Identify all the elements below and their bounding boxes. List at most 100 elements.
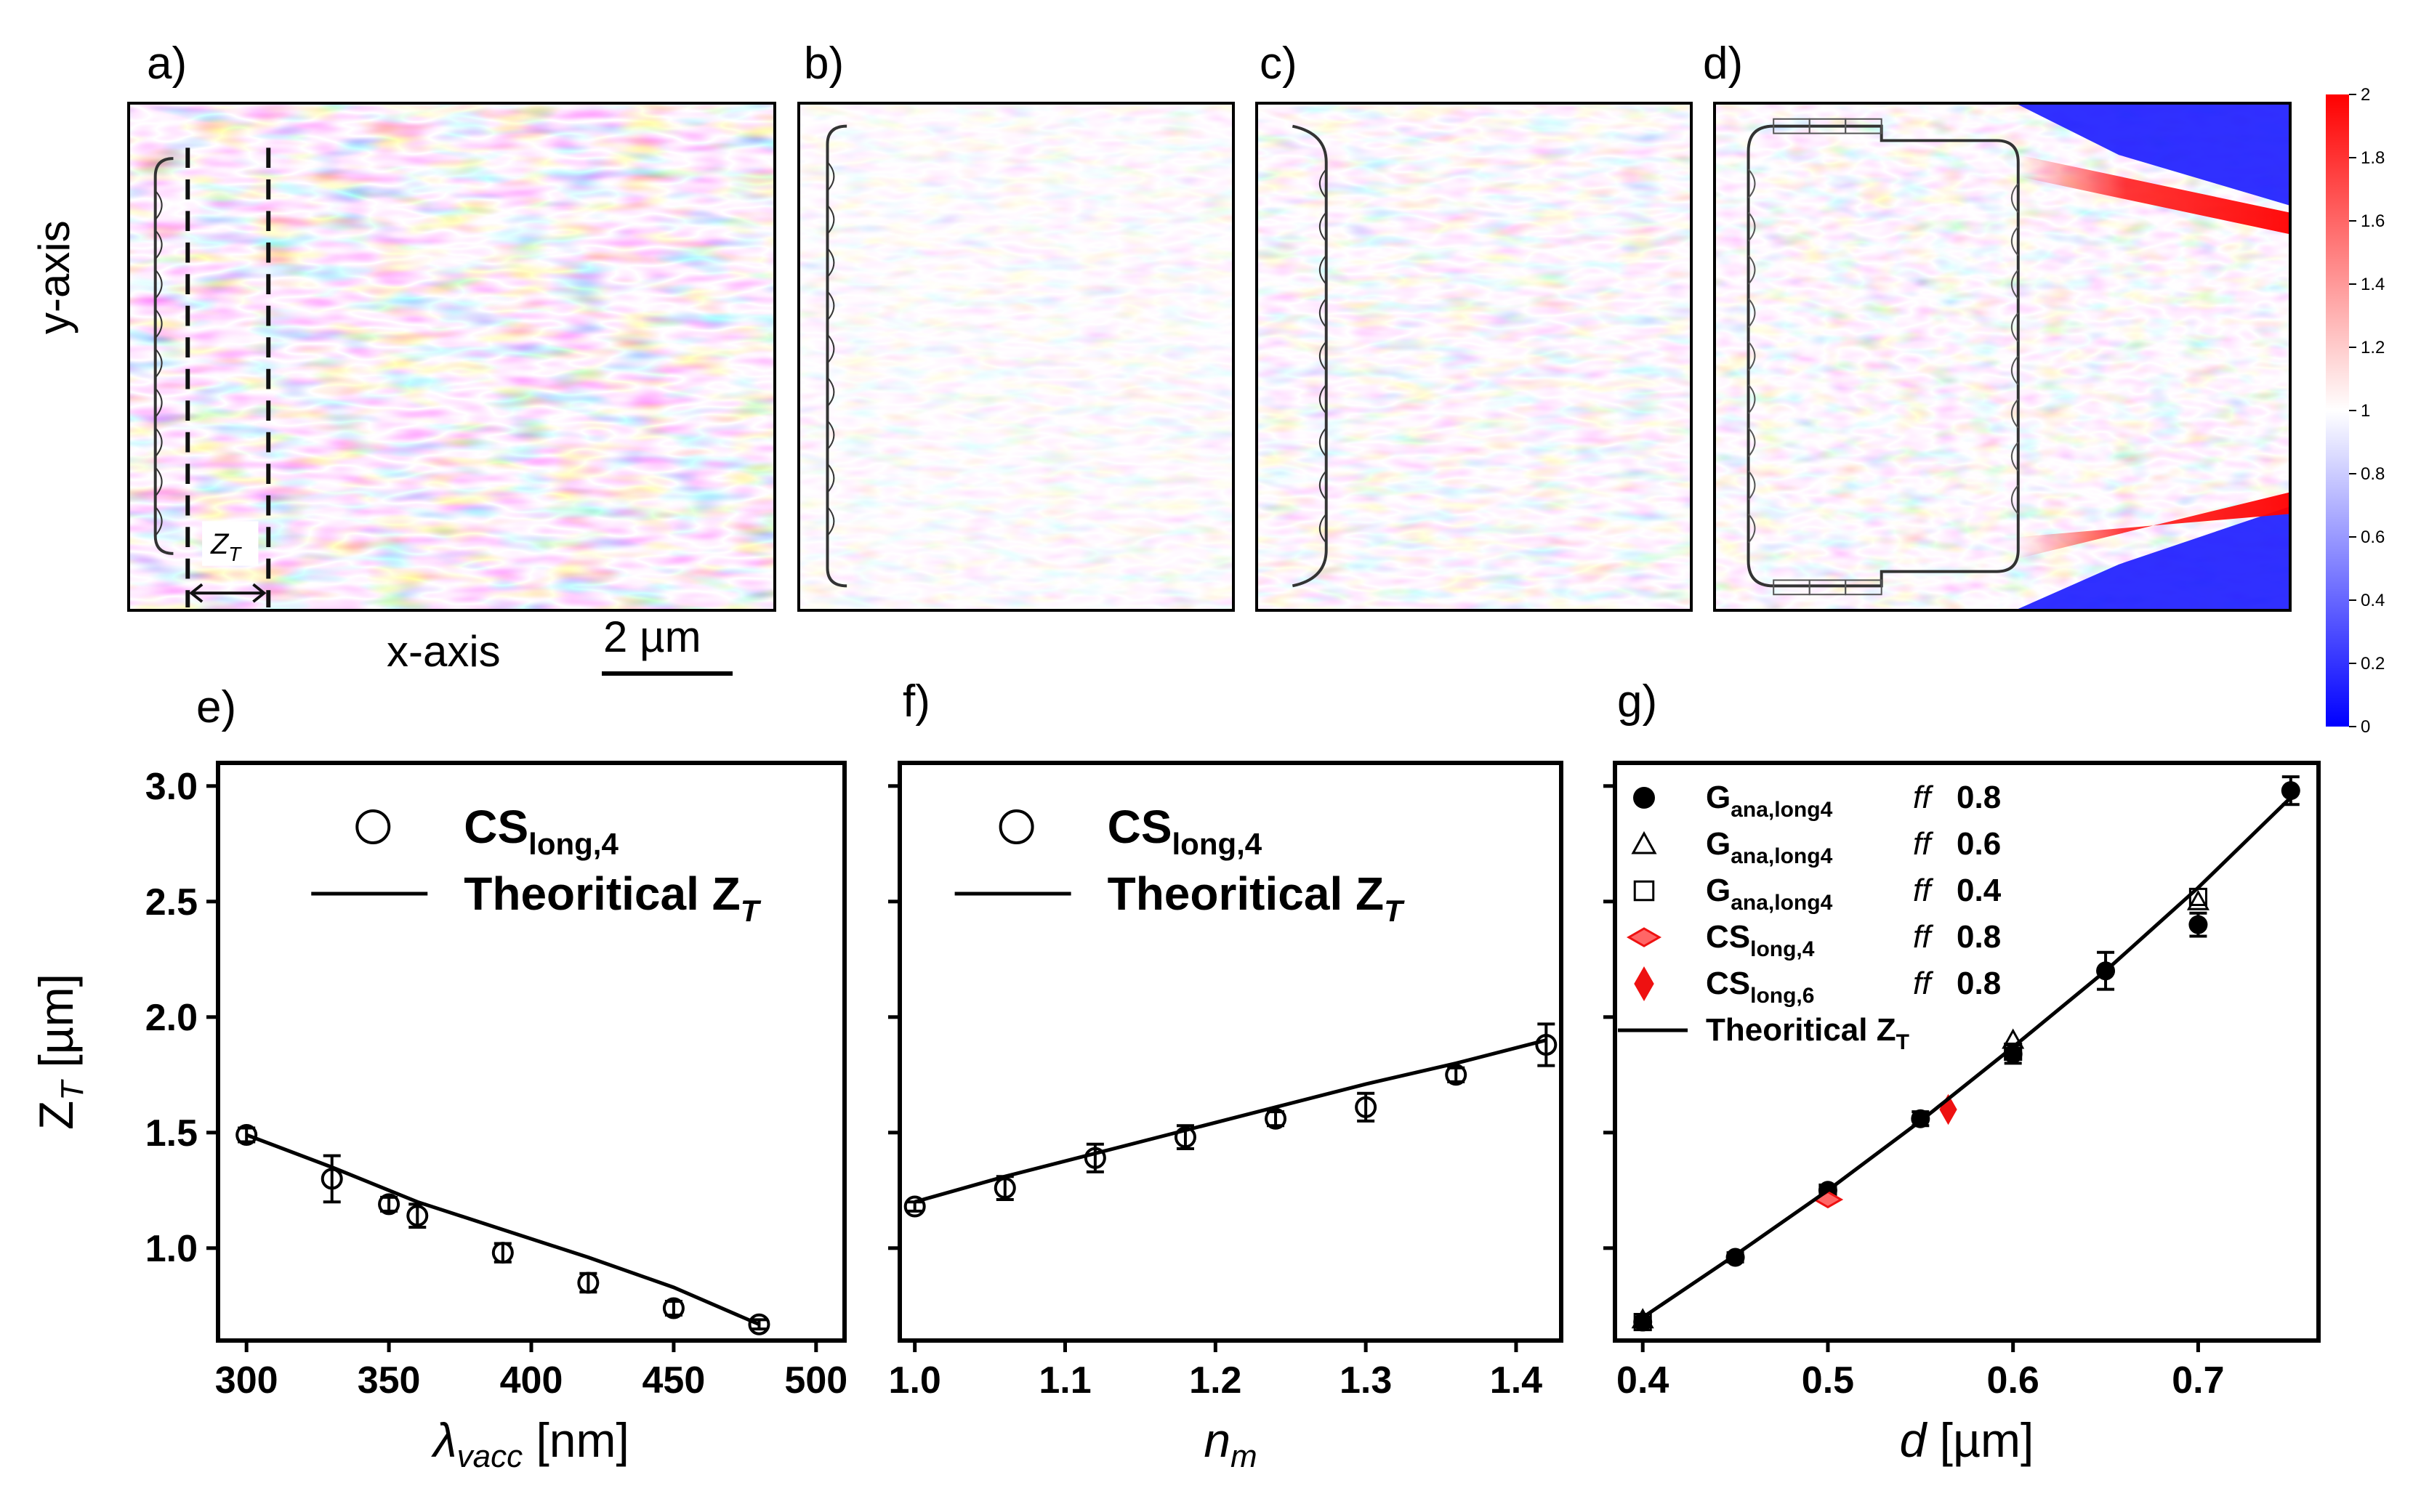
series-g-3 (1812, 1190, 1844, 1209)
x-tick-label: 300 (215, 1359, 278, 1402)
data-point (1265, 1107, 1287, 1130)
x-tick-label: 450 (642, 1359, 706, 1402)
panel-label-e: e) (196, 682, 237, 732)
scale-bar-label: 2 µm (603, 613, 701, 661)
x-tick-label: 0.4 (1616, 1359, 1669, 1402)
x-tick-label: 0.5 (1802, 1359, 1854, 1402)
panel-label-d: d) (1703, 39, 1744, 89)
data-point (748, 1313, 770, 1335)
colorbar-tick-label: 1 (2361, 401, 2370, 421)
x-tick-label: 1.2 (1189, 1359, 1241, 1402)
colorbar-tick-label: 1.2 (2361, 338, 2385, 357)
colorbar-tick-label: 0.4 (2361, 591, 2385, 610)
data-point (491, 1242, 514, 1264)
y-tick-label: 1.0 (145, 1228, 198, 1270)
colorbar-tick-label: 0.2 (2361, 654, 2385, 674)
x-tick-label: 1.0 (889, 1359, 941, 1402)
panel-label-c: c) (1260, 39, 1297, 89)
series-f-0 (903, 1022, 1558, 1218)
colorbar: 0 0.2 0.4 0.6 0.8 1 1.2 1.4 1.6 1.8 2 (2326, 87, 2385, 737)
legend-label: Theoritical ZT (464, 868, 762, 928)
theory-line (246, 1133, 760, 1327)
y-tick-label: 2.0 (145, 997, 198, 1039)
data-point (2186, 889, 2209, 910)
data-point (2281, 781, 2300, 801)
panel-label-f: f) (903, 676, 930, 727)
y-tick-label: 1.5 (145, 1112, 198, 1155)
data-point (1445, 1064, 1467, 1086)
data-point (1633, 1313, 1652, 1332)
theory-line (1641, 796, 2292, 1319)
legend-label: CSlong,6 (1706, 966, 1814, 1008)
x-axis-label: x-axis (387, 627, 501, 676)
field-map-c (1255, 102, 1693, 612)
y-tick-label: 3.0 (145, 766, 198, 808)
legend-ff-value: 0.6 (1957, 826, 2001, 862)
colorbar-tick-label: 0.8 (2361, 464, 2385, 484)
colorbar-tick-label: 1.8 (2361, 148, 2385, 168)
y-axis-title-e: ZT [µm] (29, 974, 90, 1130)
legend-ff: ff (1913, 873, 1934, 908)
legend-label: Theoritical ZT (1108, 868, 1406, 928)
legend-label: Theoritical ZT (1706, 1012, 1909, 1054)
legend-label: CSlong,4 (1706, 919, 1815, 961)
panel-label-g: g) (1617, 676, 1658, 727)
x-tick-label: 1.1 (1039, 1359, 1091, 1402)
x-tick-label: 350 (358, 1359, 421, 1402)
legend-label: Gana,long4 (1706, 826, 1833, 868)
data-point (577, 1272, 600, 1294)
colorbar-tick-label: 0 (2361, 717, 2370, 737)
field-map-b (797, 102, 1235, 612)
data-point (903, 1195, 926, 1218)
field-map-d (1713, 102, 2292, 612)
legend-ff: ff (1913, 780, 1934, 815)
chart-g: 0.4 0.5 0.6 0.7d [µm]Gana,long4 ff 0.8Gana,lo… (1603, 761, 2321, 1467)
legend-marker (999, 809, 1034, 844)
data-point (1174, 1126, 1196, 1149)
series-g-5 (1641, 796, 2292, 1319)
theory-line (914, 1038, 1547, 1204)
panel-label-a: a) (147, 39, 188, 89)
colorbar-tick-label: 1.6 (2361, 211, 2385, 231)
data-point (1084, 1147, 1106, 1169)
legend-marker (1631, 830, 1657, 854)
data-point (321, 1168, 343, 1190)
colorbar-tick-label: 0.6 (2361, 527, 2385, 547)
legend-ff-value: 0.4 (1957, 873, 2002, 908)
field-map-a: ZT (127, 102, 776, 612)
legend-e: CSlong,4 Theoritical ZT (311, 801, 762, 928)
x-tick-label: 400 (500, 1359, 563, 1402)
scale-bar (602, 671, 733, 676)
legend-g: Gana,long4 ff 0.8 Gana,long4 ff 0.6 Gana,long4… (1618, 780, 2002, 1054)
x-tick-label: 0.7 (2172, 1359, 2224, 1402)
legend-ff: ff (1913, 919, 1934, 955)
x-axis-title-g: d [µm] (1900, 1413, 2034, 1467)
x-axis-title-f: nm (1204, 1413, 1257, 1474)
chart-e: 300 350 400 450 500 1.0 1.5 2.0 2.5 3.0 λvacc [nm]… (29, 761, 847, 1474)
legend-marker (1633, 787, 1655, 809)
data-point (994, 1177, 1016, 1200)
legend-ff-value: 0.8 (1957, 919, 2001, 955)
data-point (1355, 1096, 1377, 1118)
plot-frame-g (1613, 761, 2321, 1343)
data-point (1535, 1033, 1558, 1056)
legend-ff-value: 0.8 (1957, 966, 2001, 1001)
series-e-0 (235, 1123, 770, 1335)
legend-label: Gana,long4 (1706, 780, 1833, 822)
legend-label: Gana,long4 (1706, 873, 1833, 915)
data-point (406, 1205, 429, 1227)
data-point (378, 1193, 400, 1216)
legend-ff: ff (1913, 826, 1934, 862)
colorbar-tick-label: 2 (2361, 87, 2370, 105)
x-tick-label: 1.4 (1490, 1359, 1542, 1402)
legend-label: CSlong,4 (464, 801, 619, 861)
legend-marker (1634, 966, 1654, 1002)
y-tick-label: 2.5 (145, 881, 198, 923)
legend-ff: ff (1913, 966, 1934, 1001)
colorbar-tick-label: 1.4 (2361, 275, 2385, 294)
legend-marker (355, 809, 391, 844)
data-point (662, 1297, 685, 1319)
data-point (2188, 915, 2208, 934)
legend-marker (1626, 927, 1662, 947)
